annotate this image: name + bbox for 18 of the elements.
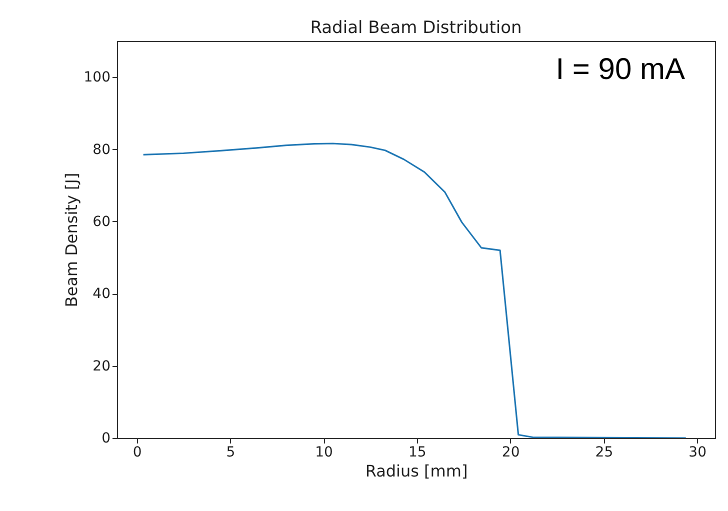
y-tick-label: 60 xyxy=(92,214,110,230)
y-tick-label: 40 xyxy=(92,286,110,302)
x-tick-label: 20 xyxy=(502,444,520,460)
x-tick-label: 5 xyxy=(226,444,236,460)
annotation: I = 90 mA xyxy=(556,53,685,86)
y-tick-label: 100 xyxy=(84,70,110,86)
y-tick-label: 0 xyxy=(102,430,110,446)
x-tick-label: 15 xyxy=(408,444,426,460)
y-tick-label: 80 xyxy=(92,142,110,158)
line-series xyxy=(142,142,687,438)
chart-title: Radial Beam Distribution xyxy=(310,18,522,38)
x-axis-title: Radius [mm] xyxy=(365,462,468,480)
x-tick-label: 0 xyxy=(132,444,142,460)
x-tick-label: 10 xyxy=(315,444,333,460)
y-axis-title: Beam Density [J] xyxy=(62,172,81,308)
x-tick-label: 25 xyxy=(595,444,614,460)
y-tick-label: 20 xyxy=(92,358,110,374)
x-tick-label: 30 xyxy=(688,444,706,460)
